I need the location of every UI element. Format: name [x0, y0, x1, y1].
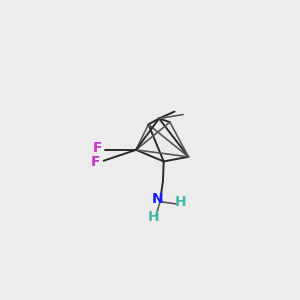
- Text: N: N: [152, 192, 163, 206]
- Text: F: F: [91, 155, 100, 169]
- Text: H: H: [148, 210, 160, 224]
- Text: H: H: [175, 195, 187, 208]
- Text: F: F: [92, 141, 102, 154]
